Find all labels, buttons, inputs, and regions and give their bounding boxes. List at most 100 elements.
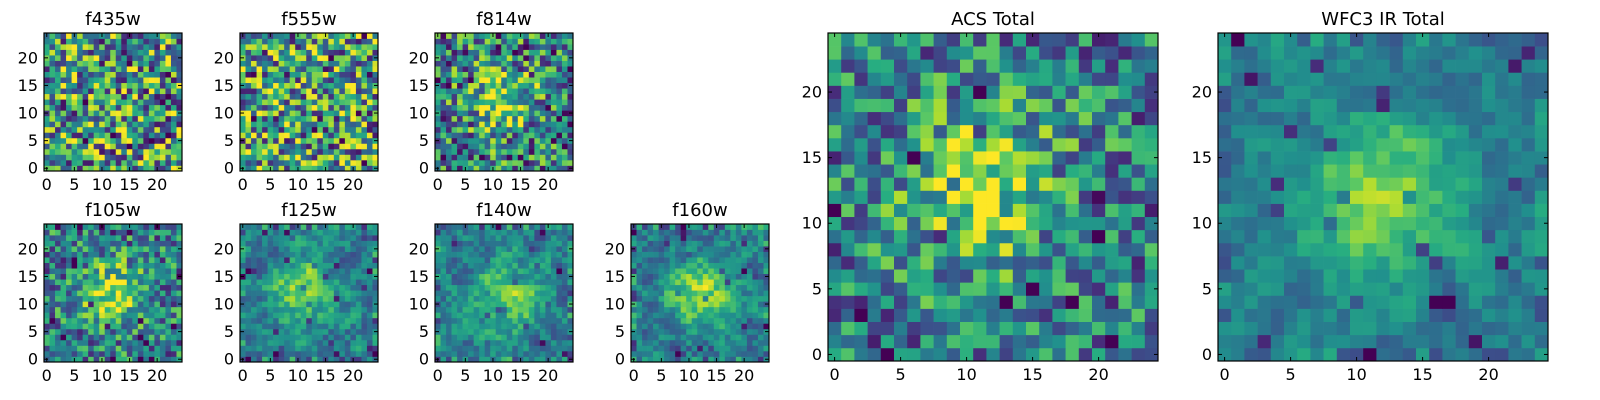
heatmap-cell <box>339 251 346 258</box>
heatmap-cell <box>561 251 568 258</box>
heatmap-cell <box>165 290 172 297</box>
heatmap-cell <box>306 99 313 106</box>
heatmap-cell <box>561 115 568 122</box>
heatmap-cell <box>517 279 524 286</box>
heatmap-cell <box>49 137 56 144</box>
heatmap-cell <box>567 104 574 111</box>
heatmap-cell <box>1039 256 1053 270</box>
heatmap-cell <box>170 339 177 346</box>
heatmap-cell <box>986 308 1000 322</box>
heatmap-cell <box>289 295 296 302</box>
heatmap-cell <box>636 339 643 346</box>
heatmap-cell <box>680 279 687 286</box>
heatmap-cell <box>567 99 574 106</box>
heatmap-cell <box>708 279 715 286</box>
heatmap-cell <box>49 279 56 286</box>
heatmap-cell <box>440 273 447 280</box>
heatmap-cell <box>446 246 452 252</box>
heatmap-cell <box>1131 177 1146 191</box>
heatmap-cell <box>1078 308 1093 322</box>
heatmap-cell <box>435 268 441 275</box>
heatmap-cell <box>752 334 759 341</box>
heatmap-cell <box>176 345 183 352</box>
heatmap-cell <box>361 165 368 172</box>
heatmap-cell <box>322 110 329 117</box>
heatmap-cell <box>159 88 166 95</box>
heatmap-cell <box>126 240 133 247</box>
heatmap-cell <box>556 66 563 72</box>
heatmap-cell <box>110 49 117 56</box>
heatmap-cell <box>300 154 307 161</box>
heatmap-cell <box>561 110 568 117</box>
heatmap-cell <box>322 235 329 241</box>
heatmap-cell <box>110 88 117 95</box>
heatmap-cell <box>55 350 61 357</box>
heatmap-cell <box>361 246 368 252</box>
heatmap-cell <box>278 229 285 236</box>
heatmap-cell <box>495 115 502 122</box>
heatmap-cell <box>506 301 513 308</box>
heatmap-cell <box>245 328 252 335</box>
heatmap-cell <box>647 251 654 258</box>
heatmap-cell <box>245 154 252 161</box>
heatmap-cell <box>339 88 346 95</box>
heatmap-cell <box>523 60 530 67</box>
heatmap-cell <box>289 356 296 363</box>
heatmap-cells <box>828 33 1159 362</box>
heatmap-cell <box>451 44 458 50</box>
heatmap-cell <box>490 143 497 150</box>
heatmap-cell <box>697 290 704 297</box>
heatmap-cell <box>245 88 252 95</box>
panel-title: f125w <box>281 200 336 221</box>
heatmap-cell <box>256 350 263 357</box>
heatmap-cell <box>306 279 313 286</box>
heatmap-cell <box>88 49 95 56</box>
heatmap-cell <box>435 38 441 45</box>
heatmap-cell <box>653 317 659 324</box>
heatmap-cell <box>82 224 89 230</box>
heatmap-cell <box>468 345 474 352</box>
heatmap-cell <box>121 49 128 56</box>
heatmap-cell <box>446 301 452 308</box>
heatmap-cell <box>115 33 122 39</box>
heatmap-cell <box>344 345 351 352</box>
heatmap-cell <box>60 317 67 324</box>
heatmap-cell <box>636 356 643 363</box>
heatmap-cell <box>121 159 128 166</box>
heatmap-cell <box>339 132 346 139</box>
heatmap-cell <box>550 104 557 111</box>
heatmap-cell <box>328 312 335 319</box>
heatmap-cell <box>71 49 78 56</box>
heatmap-cell <box>262 137 268 144</box>
heatmap-cell <box>658 268 665 275</box>
heatmap-cell <box>556 148 563 155</box>
heatmap-cell <box>484 126 491 133</box>
heatmap-cell <box>306 246 313 252</box>
heatmap-cell <box>986 242 1000 257</box>
heatmap-cell <box>240 159 246 166</box>
heatmap-cell <box>317 251 324 258</box>
heatmap-cell <box>355 334 362 341</box>
heatmap-cell <box>550 49 557 56</box>
heatmap-cell <box>473 154 480 161</box>
heatmap-cell <box>490 148 497 155</box>
heatmap-cell <box>534 229 541 236</box>
heatmap-cell <box>143 290 150 297</box>
heatmap-cell <box>746 356 753 363</box>
heatmap-cell <box>636 306 643 313</box>
heatmap-cell <box>66 306 72 313</box>
heatmap-cell <box>317 235 324 241</box>
heatmap-cell <box>501 154 508 161</box>
heatmap-cell <box>907 190 921 204</box>
heatmap-cell <box>479 66 486 72</box>
heatmap-cell <box>240 295 246 302</box>
heatmap-cell <box>828 203 842 218</box>
heatmap-cell <box>479 115 486 122</box>
heatmap-cell <box>104 317 111 324</box>
heatmap-cell <box>350 246 357 252</box>
heatmap-cell <box>545 66 552 72</box>
heatmap-cell <box>240 268 246 275</box>
heatmap-cell <box>1012 242 1027 257</box>
y-tick-label: 20 <box>409 48 429 67</box>
